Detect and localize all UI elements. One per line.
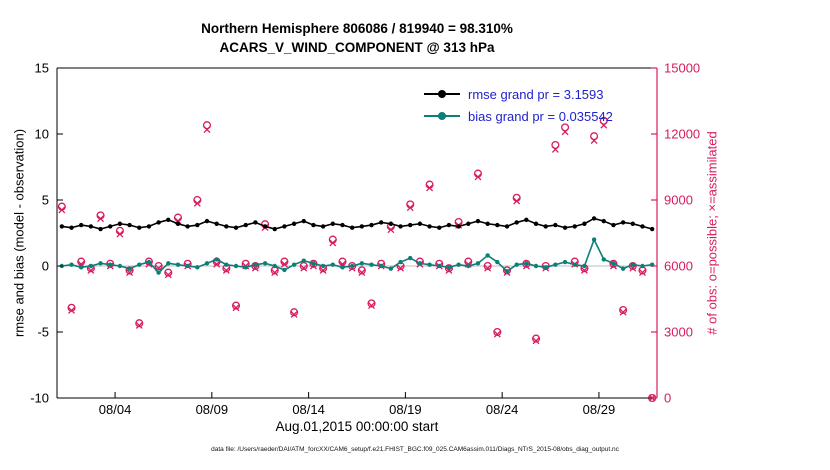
svg-text:0: 0 [664,391,671,406]
rmse-dot-marker [438,90,446,98]
svg-text:15: 15 [35,61,49,76]
svg-text:08/14: 08/14 [292,402,325,417]
svg-text:-5: -5 [37,325,49,340]
legend-label-rmse: rmse grand pr = 3.1593 [468,86,604,102]
rmse-line-swatch [424,90,460,98]
svg-text:08/04: 08/04 [99,402,132,417]
svg-text:08/09: 08/09 [196,402,229,417]
svg-text:15000: 15000 [664,61,700,76]
svg-text:10: 10 [35,127,49,142]
bias-line-swatch [424,112,460,120]
data-file-caption: data file: /Users/raeder/DAI/ATM_forcXX/… [211,446,619,453]
right-axis-label: # of obs: o=possible; ×=assimilated [704,131,720,335]
svg-text:9000: 9000 [664,193,693,208]
legend-item-rmse: rmse grand pr = 3.1593 [424,83,613,105]
x-axis-label: Aug.01,2015 00:00:00 start [275,419,439,434]
svg-text:08/29: 08/29 [583,402,616,417]
left-axis-label: rmse and bias (model - observation) [11,128,27,338]
chart-title-line1: Northern Hemisphere 806086 / 819940 = 98… [201,21,513,36]
legend-label-bias: bias grand pr = 0.035542 [468,108,613,124]
svg-text:6000: 6000 [664,259,693,274]
bias-dot-marker [438,112,446,120]
svg-text:5: 5 [42,193,49,208]
svg-text:0: 0 [42,259,49,274]
legend-item-bias: bias grand pr = 0.035542 [424,105,613,127]
svg-text:08/19: 08/19 [389,402,422,417]
svg-text:12000: 12000 [664,127,700,142]
svg-text:-10: -10 [30,391,49,406]
legend: rmse grand pr = 3.1593 bias grand pr = 0… [424,83,613,127]
chart-title-line2: ACARS_V_WIND_COMPONENT @ 313 hPa [219,40,495,55]
svg-text:3000: 3000 [664,325,693,340]
svg-text:08/24: 08/24 [486,402,519,417]
